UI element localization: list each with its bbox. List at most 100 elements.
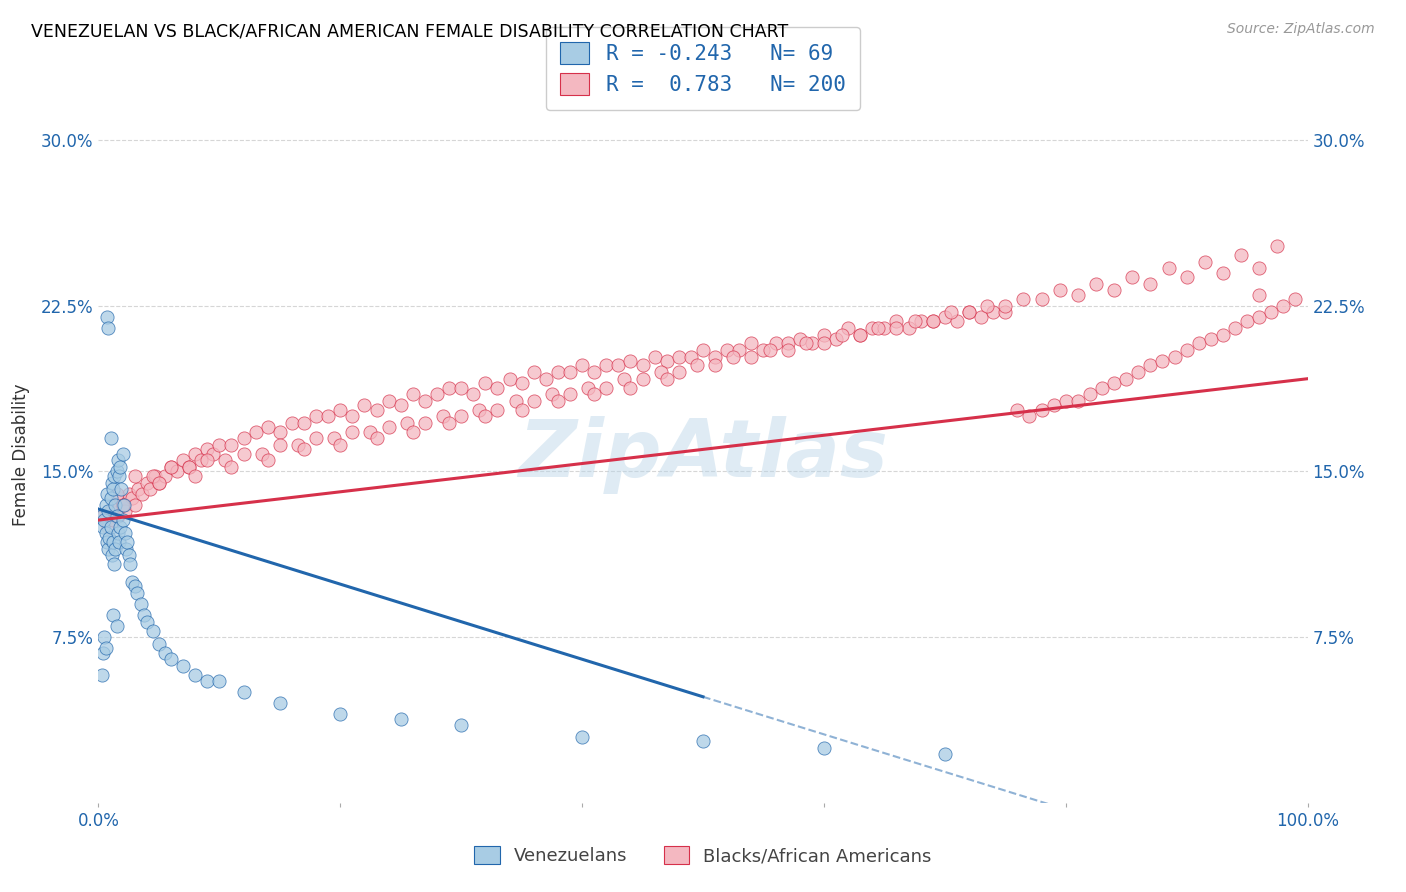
- Point: [571, 359, 593, 373]
- Point: [111, 498, 134, 512]
- Point: [118, 558, 141, 572]
- Point: [849, 327, 872, 342]
- Point: [450, 718, 472, 732]
- Point: [1272, 299, 1295, 313]
- Point: [100, 519, 122, 533]
- Point: [97, 519, 120, 533]
- Point: [1091, 380, 1114, 394]
- Point: [728, 343, 751, 357]
- Point: [576, 380, 599, 394]
- Point: [1102, 376, 1125, 391]
- Point: [704, 350, 727, 364]
- Point: [184, 447, 207, 461]
- Point: [148, 475, 170, 490]
- Point: [108, 519, 131, 533]
- Point: [631, 372, 654, 386]
- Point: [655, 372, 678, 386]
- Point: [994, 305, 1017, 319]
- Point: [957, 305, 980, 319]
- Point: [105, 619, 128, 633]
- Point: [94, 513, 117, 527]
- Point: [94, 641, 117, 656]
- Point: [1163, 350, 1185, 364]
- Point: [1067, 393, 1090, 408]
- Point: [256, 453, 278, 467]
- Point: [1085, 277, 1108, 291]
- Point: [474, 376, 496, 391]
- Point: [463, 387, 485, 401]
- Point: [98, 531, 121, 545]
- Point: [94, 498, 117, 512]
- Point: [172, 453, 194, 467]
- Point: [1128, 365, 1150, 379]
- Point: [523, 393, 546, 408]
- Point: [825, 332, 848, 346]
- Point: [232, 685, 254, 699]
- Point: [650, 365, 672, 379]
- Point: [101, 513, 124, 527]
- Point: [619, 354, 641, 368]
- Point: [1049, 284, 1071, 298]
- Point: [111, 498, 134, 512]
- Point: [110, 482, 132, 496]
- Point: [921, 314, 943, 328]
- Point: [108, 460, 131, 475]
- Point: [256, 420, 278, 434]
- Point: [139, 482, 162, 496]
- Point: [934, 747, 956, 762]
- Point: [970, 310, 993, 324]
- Point: [534, 372, 557, 386]
- Point: [976, 299, 998, 313]
- Point: [868, 321, 890, 335]
- Point: [366, 431, 388, 445]
- Point: [377, 420, 399, 434]
- Point: [558, 365, 581, 379]
- Point: [124, 579, 146, 593]
- Point: [97, 321, 120, 335]
- Point: [208, 438, 231, 452]
- Point: [668, 350, 690, 364]
- Point: [607, 359, 630, 373]
- Point: [994, 299, 1017, 313]
- Point: [93, 513, 115, 527]
- Point: [96, 486, 118, 500]
- Point: [957, 305, 980, 319]
- Point: [305, 409, 328, 424]
- Point: [1188, 336, 1211, 351]
- Point: [135, 475, 157, 490]
- Point: [450, 409, 472, 424]
- Point: [486, 380, 509, 394]
- Point: [1102, 284, 1125, 298]
- Point: [172, 658, 194, 673]
- Point: [765, 336, 787, 351]
- Point: [179, 460, 201, 475]
- Point: [96, 310, 118, 324]
- Point: [1121, 270, 1143, 285]
- Point: [704, 359, 727, 373]
- Point: [758, 343, 780, 357]
- Point: [402, 387, 425, 401]
- Point: [101, 608, 124, 623]
- Point: [1031, 292, 1053, 306]
- Point: [595, 359, 617, 373]
- Point: [329, 707, 352, 722]
- Point: [1018, 409, 1040, 424]
- Point: [486, 402, 509, 417]
- Point: [613, 372, 636, 386]
- Point: [124, 469, 146, 483]
- Point: [939, 305, 962, 319]
- Point: [886, 314, 908, 328]
- Point: [100, 491, 122, 505]
- Point: [510, 402, 533, 417]
- Point: [114, 504, 136, 518]
- Point: [115, 541, 138, 556]
- Text: VENEZUELAN VS BLACK/AFRICAN AMERICAN FEMALE DISABILITY CORRELATION CHART: VENEZUELAN VS BLACK/AFRICAN AMERICAN FEM…: [31, 22, 789, 40]
- Point: [195, 442, 218, 457]
- Point: [184, 667, 207, 681]
- Point: [114, 526, 136, 541]
- Point: [202, 447, 225, 461]
- Point: [813, 336, 835, 351]
- Point: [101, 535, 124, 549]
- Point: [112, 498, 135, 512]
- Point: [1012, 292, 1035, 306]
